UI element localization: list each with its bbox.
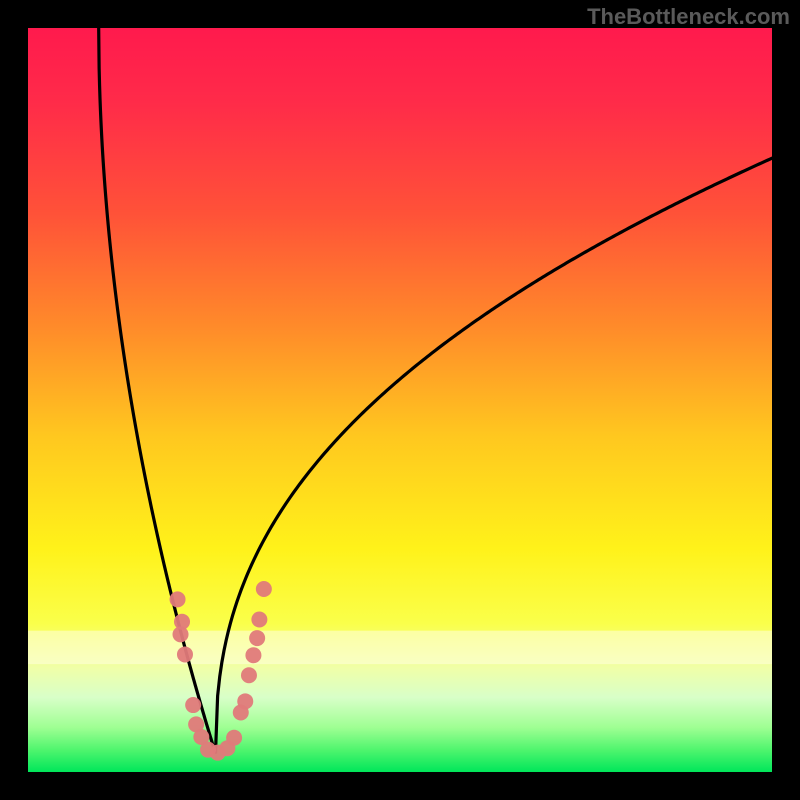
- data-point: [256, 581, 272, 597]
- data-point: [173, 626, 189, 642]
- data-point: [226, 730, 242, 746]
- data-point: [237, 693, 253, 709]
- chart-svg: [0, 0, 800, 800]
- pale-band: [28, 631, 772, 664]
- data-point: [249, 630, 265, 646]
- data-point: [241, 667, 257, 683]
- data-point: [185, 697, 201, 713]
- data-point: [251, 611, 267, 627]
- data-point: [170, 591, 186, 607]
- data-point: [177, 646, 193, 662]
- bottleneck-chart: TheBottleneck.com: [0, 0, 800, 800]
- data-point: [245, 647, 261, 663]
